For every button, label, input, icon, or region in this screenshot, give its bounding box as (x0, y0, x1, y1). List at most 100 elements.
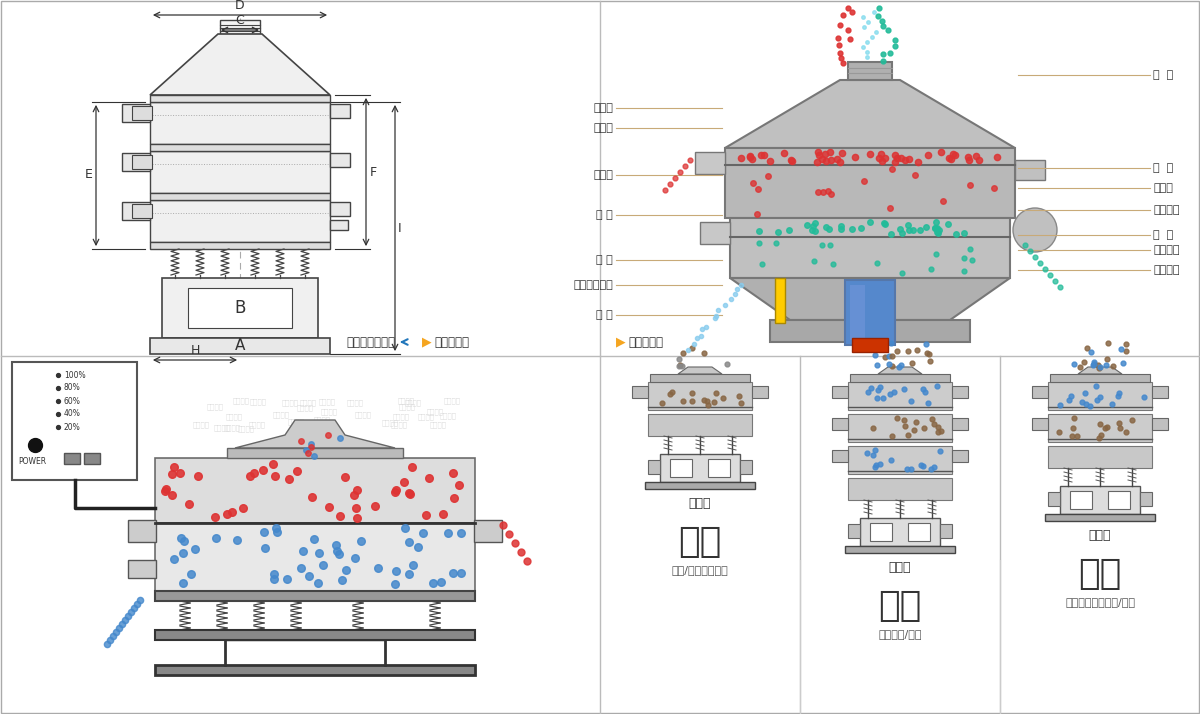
Text: 颗粒大小: 颗粒大小 (418, 413, 436, 420)
Polygon shape (150, 34, 330, 95)
Bar (860, 518, 940, 546)
Bar (64, 453, 80, 464)
Bar (150, 144, 330, 151)
Text: 颗粒大小: 颗粒大小 (298, 405, 314, 411)
Bar (1048, 382, 1152, 410)
Text: I: I (398, 221, 402, 234)
Bar (150, 102, 330, 144)
Bar (775, 278, 785, 323)
Text: 颗粒大小: 颗粒大小 (398, 403, 415, 410)
Bar (474, 520, 502, 542)
Bar (650, 374, 750, 382)
Bar (150, 151, 330, 193)
Bar (952, 450, 968, 462)
Bar (150, 95, 330, 102)
Bar (848, 414, 952, 442)
Text: 颗粒大小: 颗粒大小 (250, 398, 266, 405)
Bar (155, 458, 475, 523)
Bar (227, 448, 403, 458)
Text: 颗粒大小: 颗粒大小 (430, 422, 446, 428)
Text: 颗粒大小: 颗粒大小 (439, 413, 456, 419)
Bar (850, 374, 950, 382)
Text: 颗粒大小: 颗粒大小 (238, 426, 254, 433)
Text: 颗粒大小: 颗粒大小 (444, 397, 461, 403)
Bar (770, 320, 970, 342)
Text: 上部重锤: 上部重锤 (1153, 205, 1180, 215)
Text: 颗粒大小: 颗粒大小 (214, 425, 230, 431)
Text: B: B (234, 299, 246, 317)
Bar (155, 591, 475, 601)
Text: A: A (235, 338, 245, 353)
Text: 颗粒大小: 颗粒大小 (282, 400, 299, 406)
Bar (162, 278, 318, 338)
Bar (940, 524, 952, 538)
Text: 下部重锤: 下部重锤 (1153, 265, 1180, 275)
Bar (1048, 446, 1152, 468)
Bar (1060, 486, 1140, 514)
Text: 三层式: 三层式 (889, 561, 911, 574)
Bar (845, 280, 895, 345)
Bar (122, 153, 150, 171)
Text: 网  架: 网 架 (1153, 163, 1174, 173)
Bar (150, 193, 330, 200)
Text: 60%: 60% (64, 396, 80, 406)
Bar (908, 523, 930, 541)
Bar (122, 104, 150, 122)
Text: 篩  盘: 篩 盘 (1153, 230, 1174, 240)
Bar (1032, 386, 1048, 398)
Bar (648, 460, 660, 474)
Bar (150, 200, 330, 242)
Text: 颗粒大小: 颗粒大小 (248, 421, 265, 428)
Text: F: F (370, 166, 377, 178)
Bar (330, 104, 350, 118)
Bar (952, 386, 968, 398)
Text: 弹 簧: 弹 簧 (596, 255, 613, 265)
Text: 单层式: 单层式 (689, 497, 712, 510)
Bar (12, 362, 137, 480)
Text: 振动电机: 振动电机 (1153, 245, 1180, 255)
Text: 篩  网: 篩 网 (1153, 70, 1174, 80)
Text: 束 环: 束 环 (596, 210, 613, 220)
Text: 外形尺寸示意图: 外形尺寸示意图 (346, 336, 395, 348)
Bar (848, 446, 952, 474)
Text: 颗粒大小: 颗粒大小 (300, 399, 317, 406)
Bar (330, 220, 348, 230)
Bar (740, 460, 752, 474)
Bar (132, 106, 152, 120)
Bar (730, 218, 1010, 278)
Text: 过滤: 过滤 (878, 589, 922, 623)
Bar (852, 338, 888, 352)
Bar (870, 523, 892, 541)
Text: 颗粒大小: 颗粒大小 (427, 408, 444, 415)
Text: 出料口: 出料口 (593, 170, 613, 180)
Text: 颗粒大小: 颗粒大小 (313, 416, 330, 423)
Bar (646, 482, 755, 489)
Text: 颗粒大小: 颗粒大小 (233, 397, 250, 403)
Bar (1045, 514, 1154, 521)
Bar (122, 202, 150, 220)
Bar (1140, 492, 1152, 506)
Bar (1108, 491, 1130, 509)
Text: 颗粒大小: 颗粒大小 (223, 424, 240, 431)
Bar (725, 148, 1015, 218)
Bar (848, 524, 860, 538)
Bar (708, 459, 730, 477)
Text: 100%: 100% (64, 371, 85, 380)
Text: 防尘盖: 防尘盖 (593, 123, 613, 133)
Ellipse shape (1013, 208, 1057, 252)
Bar (1048, 492, 1060, 506)
Text: 40%: 40% (64, 410, 80, 418)
Bar (700, 222, 730, 244)
Text: 颗粒大小: 颗粒大小 (347, 400, 364, 406)
Text: 颗粒/粉末准确分级: 颗粒/粉末准确分级 (672, 565, 728, 575)
Bar (632, 386, 648, 398)
Text: 颗粒大小: 颗粒大小 (320, 408, 337, 415)
Text: 去除液体中的颗粒/异物: 去除液体中的颗粒/异物 (1066, 597, 1135, 607)
Text: ▶: ▶ (422, 336, 432, 348)
Polygon shape (1078, 367, 1122, 374)
Text: ▶: ▶ (616, 336, 625, 348)
Text: 颗粒大小: 颗粒大小 (193, 421, 210, 428)
Bar (752, 386, 768, 398)
Bar (155, 630, 475, 640)
Bar (128, 520, 156, 542)
